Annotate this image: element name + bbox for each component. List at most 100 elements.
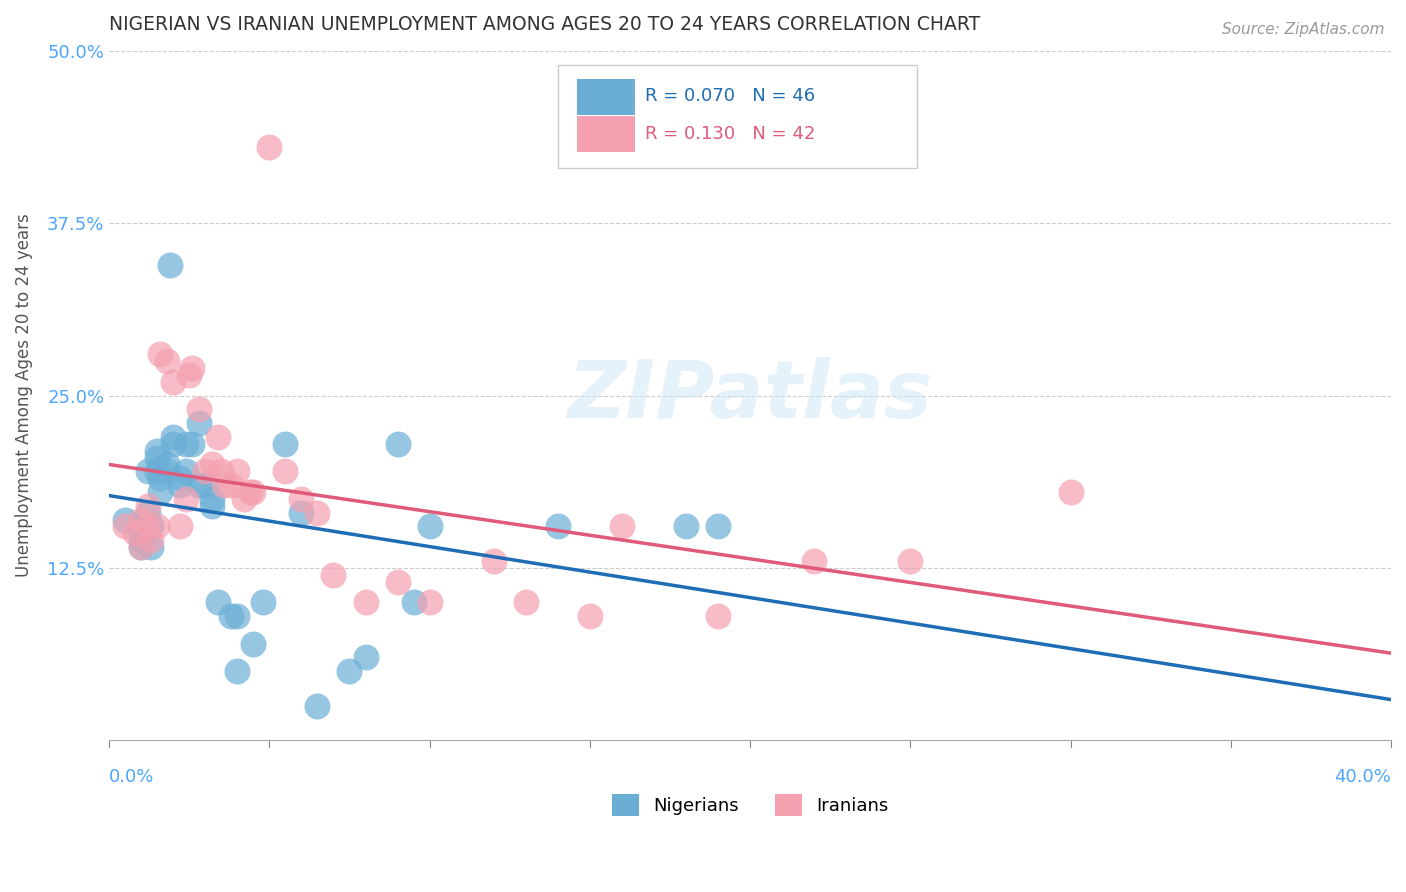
Point (129, 519, 152, 533)
Point (675, 519, 697, 533)
Point (219, 609, 242, 624)
Point (226, 464, 249, 478)
Point (139, 540, 162, 554)
Point (201, 458, 224, 472)
Point (252, 595, 274, 609)
Point (136, 499, 159, 513)
Point (156, 458, 179, 472)
Point (354, 595, 377, 609)
Point (226, 609, 249, 624)
Point (187, 402, 209, 417)
Point (226, 665, 249, 679)
Point (610, 519, 633, 533)
Point (129, 540, 152, 554)
Point (136, 519, 159, 533)
Point (209, 464, 232, 478)
Point (219, 478, 242, 492)
Point (290, 506, 312, 520)
Point (146, 443, 169, 458)
Point (169, 471, 191, 485)
Point (419, 595, 441, 609)
Point (174, 437, 197, 451)
Point (169, 478, 191, 492)
Point (307, 506, 329, 520)
Point (898, 554, 921, 568)
Point (207, 430, 229, 444)
Point (146, 450, 169, 465)
Text: 40.0%: 40.0% (1334, 768, 1391, 786)
Legend: Nigerians, Iranians: Nigerians, Iranians (605, 787, 896, 823)
Point (174, 491, 197, 506)
Point (354, 650, 377, 665)
Point (387, 574, 409, 589)
Point (139, 533, 162, 548)
Point (156, 354, 179, 368)
Point (149, 471, 172, 485)
Point (114, 513, 136, 527)
Point (242, 637, 264, 651)
Point (162, 375, 184, 389)
Point (179, 368, 201, 382)
Point (402, 595, 425, 609)
Point (149, 347, 172, 361)
Text: R = 0.070   N = 46: R = 0.070 N = 46 (645, 87, 815, 105)
Point (114, 519, 136, 533)
Point (136, 506, 159, 520)
Point (149, 485, 172, 500)
Point (201, 491, 224, 506)
Point (547, 519, 569, 533)
FancyBboxPatch shape (576, 79, 634, 115)
Point (146, 464, 169, 478)
Point (515, 595, 537, 609)
Point (187, 478, 209, 492)
Point (181, 437, 204, 451)
Point (274, 464, 297, 478)
Text: NIGERIAN VS IRANIAN UNEMPLOYMENT AMONG AGES 20 TO 24 YEARS CORRELATION CHART: NIGERIAN VS IRANIAN UNEMPLOYMENT AMONG A… (110, 15, 980, 34)
Point (259, 140, 281, 154)
Point (187, 416, 209, 430)
Y-axis label: Unemployment Among Ages 20 to 24 years: Unemployment Among Ages 20 to 24 years (15, 214, 32, 577)
Point (129, 533, 152, 548)
Text: R = 0.130   N = 42: R = 0.130 N = 42 (645, 125, 815, 143)
Point (339, 665, 361, 679)
Point (201, 499, 224, 513)
Point (707, 519, 730, 533)
Point (124, 526, 146, 541)
Point (156, 464, 179, 478)
Text: ZIPatlas: ZIPatlas (568, 357, 932, 434)
Text: 0.0%: 0.0% (110, 768, 155, 786)
Point (1059, 485, 1081, 500)
Point (169, 519, 191, 533)
Point (707, 609, 730, 624)
Point (290, 491, 312, 506)
Point (387, 437, 409, 451)
Point (162, 437, 184, 451)
Point (194, 464, 217, 478)
FancyBboxPatch shape (576, 116, 634, 153)
Point (146, 519, 169, 533)
Point (136, 464, 159, 478)
Point (139, 519, 162, 533)
Point (159, 258, 181, 272)
Point (322, 567, 344, 582)
Point (207, 595, 229, 609)
Point (214, 478, 236, 492)
Point (232, 491, 254, 506)
Point (579, 609, 602, 624)
Point (162, 430, 184, 444)
Point (242, 485, 264, 500)
Point (129, 526, 152, 541)
Point (803, 554, 825, 568)
Point (482, 554, 505, 568)
FancyBboxPatch shape (558, 64, 917, 168)
Point (129, 540, 152, 554)
Point (194, 478, 217, 492)
Text: Source: ZipAtlas.com: Source: ZipAtlas.com (1222, 22, 1385, 37)
Point (174, 464, 197, 478)
Point (239, 485, 262, 500)
Point (274, 437, 297, 451)
Point (181, 360, 204, 375)
Point (419, 519, 441, 533)
Point (307, 698, 329, 713)
Point (129, 513, 152, 527)
